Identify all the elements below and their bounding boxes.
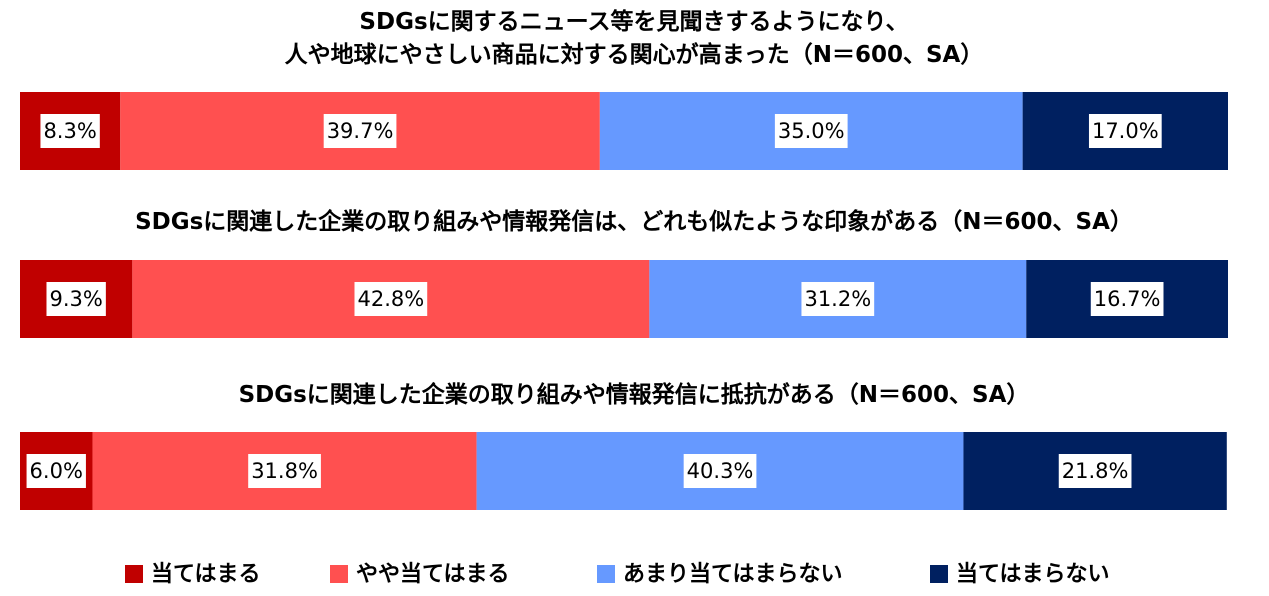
label-box — [323, 114, 397, 148]
title-line: SDGsに関連した企業の取り組みや情報発信は、どれも似たような印象がある（N＝6… — [135, 208, 1133, 235]
value-label: 8.3% — [43, 119, 96, 143]
value-label: 35.0% — [778, 119, 845, 143]
value-label: 42.8% — [357, 287, 424, 311]
legend-label: やや当てはまる — [356, 562, 510, 587]
label-box — [683, 454, 757, 488]
legend-marker — [597, 565, 615, 583]
value-label: 21.8% — [1062, 459, 1129, 483]
legend-label: あまり当てはまらない — [623, 562, 843, 587]
label-box — [26, 454, 86, 488]
value-label: 9.3% — [49, 287, 102, 311]
label-box — [1088, 114, 1162, 148]
legend-label: 当てはまらない — [956, 562, 1110, 587]
bar-title: SDGsに関連した企業の取り組みや情報発信は、どれも似たような印象がある（N＝6… — [135, 208, 1133, 235]
title-line: SDGsに関連した企業の取り組みや情報発信に抵抗がある（N＝600、SA） — [239, 381, 1030, 408]
legend-label: 当てはまる — [151, 562, 261, 587]
value-label: 31.2% — [804, 287, 871, 311]
value-label: 31.8% — [251, 459, 318, 483]
value-label: 40.3% — [687, 459, 754, 483]
label-box — [1058, 454, 1132, 488]
label-box — [354, 282, 428, 316]
bar-title: SDGsに関するニュース等を見聞きするようになり、人や地球にやさしい商品に対する… — [285, 8, 984, 68]
title-line: SDGsに関するニュース等を見聞きするようになり、 — [359, 8, 908, 35]
value-label: 39.7% — [327, 119, 394, 143]
label-box — [40, 114, 100, 148]
legend-marker — [330, 565, 348, 583]
title-line: 人や地球にやさしい商品に対する関心が高まった（N＝600、SA） — [285, 41, 984, 68]
value-label: 16.7% — [1094, 287, 1161, 311]
value-label: 17.0% — [1092, 119, 1159, 143]
label-box — [46, 282, 106, 316]
label-box — [801, 282, 875, 316]
value-label: 6.0% — [30, 459, 83, 483]
label-box — [774, 114, 848, 148]
bar-title: SDGsに関連した企業の取り組みや情報発信に抵抗がある（N＝600、SA） — [239, 381, 1030, 408]
label-box — [248, 454, 321, 488]
legend-marker — [930, 565, 948, 583]
label-box — [1090, 282, 1164, 316]
legend-marker — [125, 565, 143, 583]
